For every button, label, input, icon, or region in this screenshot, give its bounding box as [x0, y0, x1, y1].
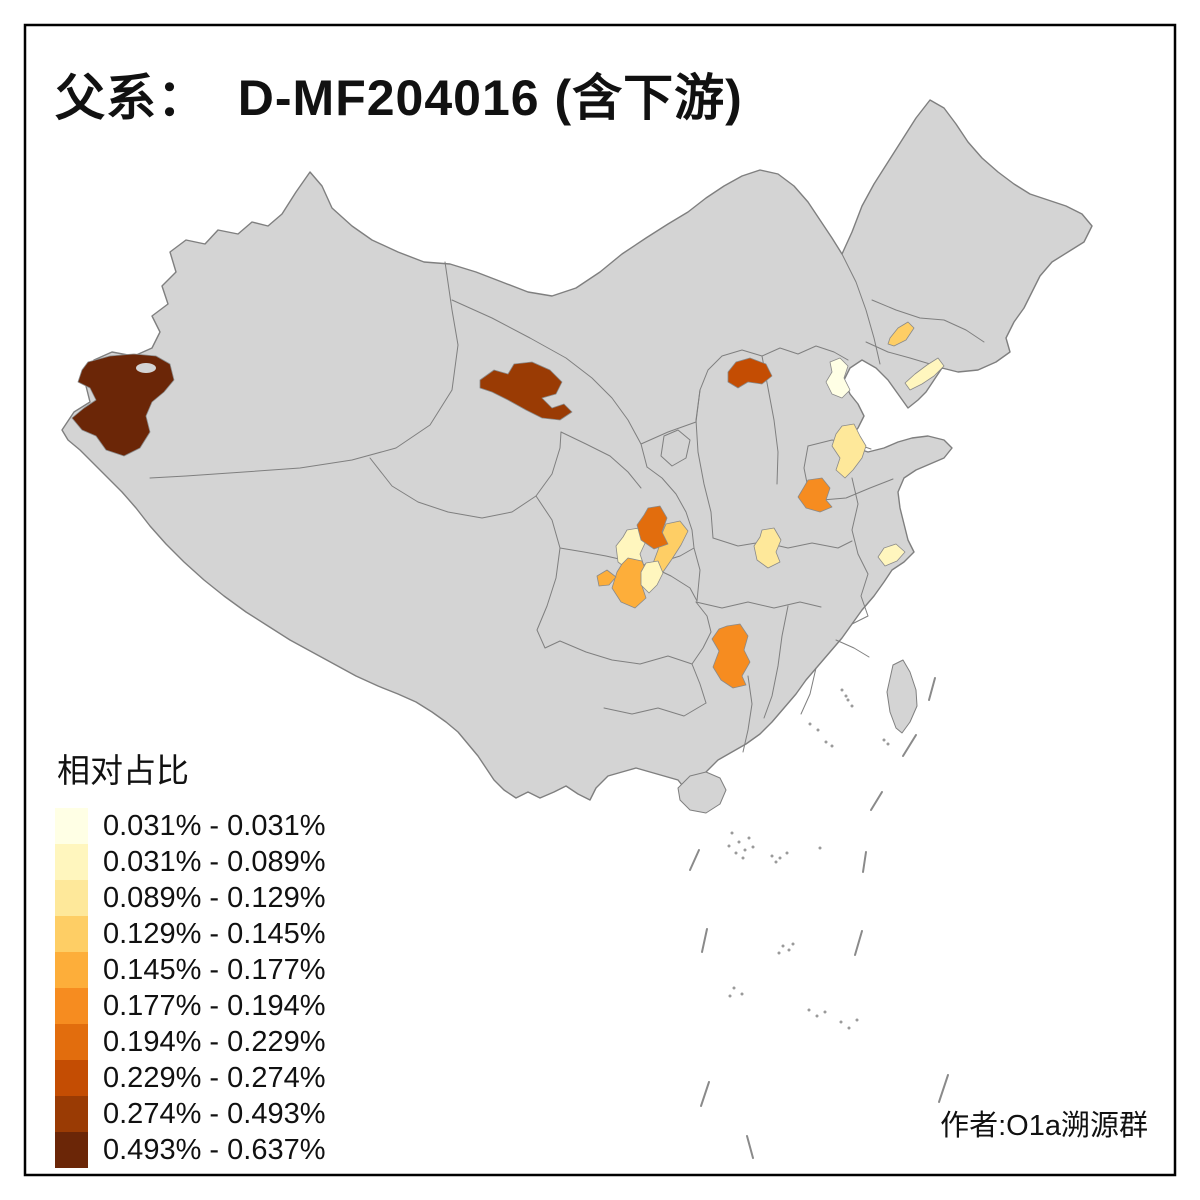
- legend-swatch: [55, 844, 88, 880]
- sea-dash-line: [689, 677, 949, 1159]
- region-central-shandong: [831, 423, 867, 479]
- region-central-hunan: [711, 623, 751, 689]
- region-hexi-corridor: [479, 361, 573, 421]
- legend-swatch: [55, 988, 88, 1024]
- mainland-china: [61, 99, 1093, 801]
- legend-label: 0.177% - 0.194%: [103, 990, 326, 1022]
- legend: 相对占比 0.031% - 0.031% 0.031% - 0.089% 0.0…: [55, 744, 325, 1168]
- region-west-sichuan-small: [596, 569, 617, 587]
- legend-label: 0.031% - 0.031%: [103, 810, 326, 842]
- region-north-shanxi: [727, 357, 773, 389]
- legend-label: 0.145% - 0.177%: [103, 954, 326, 986]
- legend-row: 0.145% - 0.177%: [55, 952, 325, 988]
- region-central-sichuan: [640, 560, 664, 594]
- legend-row: 0.493% - 0.637%: [55, 1132, 325, 1168]
- choropleth-regions: [71, 321, 945, 689]
- legend-label: 0.129% - 0.145%: [103, 918, 326, 950]
- legend-swatch: [55, 880, 88, 916]
- region-central-henan: [797, 477, 833, 513]
- legend-swatch: [55, 952, 88, 988]
- legend-swatch: [55, 916, 88, 952]
- region-north-hubei: [753, 527, 782, 569]
- legend-row: 0.274% - 0.493%: [55, 1096, 325, 1132]
- region-enclave: [136, 363, 156, 373]
- region-tianjin-coast: [825, 357, 851, 399]
- sea-islets: [727, 688, 890, 1030]
- legend-label: 0.493% - 0.637%: [103, 1134, 326, 1166]
- region-west-liaoning: [887, 321, 915, 347]
- legend-label: 0.274% - 0.493%: [103, 1098, 326, 1130]
- legend-swatch: [55, 1096, 88, 1132]
- legend-label: 0.089% - 0.129%: [103, 882, 326, 914]
- legend-swatch: [55, 1132, 88, 1168]
- legend-label: 0.229% - 0.274%: [103, 1062, 326, 1094]
- taiwan-island: [886, 659, 918, 734]
- legend-swatch: [55, 808, 88, 844]
- legend-row: 0.129% - 0.145%: [55, 916, 325, 952]
- legend-row: 0.194% - 0.229%: [55, 1024, 325, 1060]
- hainan-island: [677, 771, 727, 814]
- legend-label: 0.194% - 0.229%: [103, 1026, 326, 1058]
- author-credit: 作者:O1a溯源群: [940, 1110, 1148, 1142]
- region-sw-xinjiang: [71, 353, 175, 457]
- legend-label: 0.031% - 0.089%: [103, 846, 326, 878]
- region-liaodong-peninsula: [904, 357, 945, 391]
- region-southeast-gansu: [636, 505, 669, 550]
- page-title: 父系： D-MF204016 (含下游): [55, 70, 743, 126]
- legend-row: 0.229% - 0.274%: [55, 1060, 325, 1096]
- islands: [677, 659, 918, 814]
- legend-row: 0.031% - 0.089%: [55, 844, 325, 880]
- legend-row: 0.177% - 0.194%: [55, 988, 325, 1024]
- legend-swatch: [55, 1060, 88, 1096]
- legend-row: 0.031% - 0.031%: [55, 808, 325, 844]
- region-shanghai-area: [877, 543, 906, 567]
- legend-title: 相对占比: [57, 752, 189, 789]
- legend-swatch: [55, 1024, 88, 1060]
- legend-row: 0.089% - 0.129%: [55, 880, 325, 916]
